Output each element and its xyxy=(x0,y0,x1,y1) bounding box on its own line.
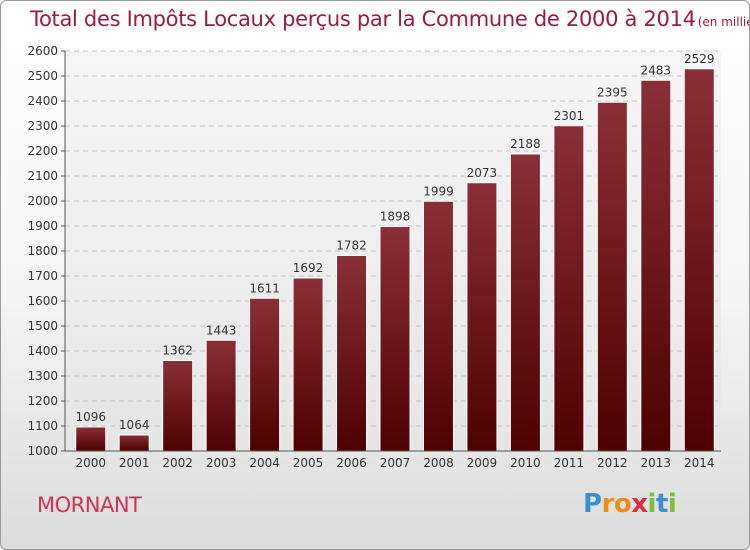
x-axis: 2000 2001 2002 2003 2004 2005 2006 2007 2008 2009… xyxy=(65,450,721,470)
place-name: MORNANT xyxy=(37,493,142,517)
bar xyxy=(205,339,237,452)
y-tick-label: 1000 xyxy=(27,444,58,458)
data-label: 1064 xyxy=(119,418,150,432)
x-tick-label: 2011 xyxy=(554,456,585,470)
bar xyxy=(249,297,281,452)
x-tick-label: 2010 xyxy=(510,456,541,470)
bar xyxy=(422,200,454,452)
data-label: 1443 xyxy=(206,323,237,337)
brand-letter: x xyxy=(631,489,648,519)
y-tick-label: 2000 xyxy=(27,194,58,208)
brand-letter: t xyxy=(655,489,668,519)
y-tick-label: 1800 xyxy=(27,244,58,258)
data-label: 1999 xyxy=(423,184,454,198)
brand-letter: i xyxy=(647,489,657,519)
data-label: 2301 xyxy=(554,109,585,123)
bar xyxy=(466,182,498,452)
data-label: 1362 xyxy=(162,344,193,358)
bar xyxy=(118,434,150,452)
y-tick-label: 1400 xyxy=(27,344,58,358)
x-tick-label: 2004 xyxy=(249,456,280,470)
bar xyxy=(292,277,324,452)
bar xyxy=(75,426,107,452)
chart-unit: (en milliers d'€) xyxy=(697,15,749,29)
y-tick-label: 2600 xyxy=(27,44,58,58)
bar xyxy=(162,360,194,452)
bar xyxy=(596,101,628,452)
x-tick-label: 2007 xyxy=(380,456,411,470)
y-tick-label: 1900 xyxy=(27,219,58,233)
bar xyxy=(553,125,585,452)
bar xyxy=(640,79,672,452)
bar xyxy=(509,153,541,452)
y-tick-label: 2100 xyxy=(27,169,58,183)
y-tick-label: 1300 xyxy=(27,369,58,383)
x-tick-label: 2003 xyxy=(206,456,237,470)
y-tick-label: 1500 xyxy=(27,319,58,333)
x-tick-label: 2001 xyxy=(119,456,150,470)
x-tick-label: 2014 xyxy=(684,456,715,470)
x-tick-label: 2008 xyxy=(423,456,454,470)
y-tick-label: 2200 xyxy=(27,144,58,158)
y-tick-label: 1200 xyxy=(27,394,58,408)
bar xyxy=(336,255,368,452)
brand-letter: r xyxy=(601,489,615,519)
data-label: 2395 xyxy=(597,85,628,99)
data-label: 1096 xyxy=(75,410,106,424)
x-tick-label: 2005 xyxy=(293,456,324,470)
chart-title: Total des Impôts Locaux perçus par la Co… xyxy=(30,7,696,31)
data-label: 1782 xyxy=(336,239,367,253)
y-tick-label: 2400 xyxy=(27,94,58,108)
data-label: 1692 xyxy=(293,261,324,275)
x-tick-label: 2012 xyxy=(597,456,628,470)
x-tick-label: 2000 xyxy=(75,456,106,470)
data-label: 2529 xyxy=(684,52,715,66)
bars: 1096 1064 1362 1443 1611 1692 1782 1898 1999 2073… xyxy=(75,52,715,452)
y-tick-label: 2500 xyxy=(27,69,58,83)
x-tick-label: 2009 xyxy=(467,456,498,470)
bar xyxy=(683,68,715,452)
y-tick-label: 1700 xyxy=(27,269,58,283)
data-label: 1611 xyxy=(249,281,280,295)
y-axis: 1000 1100 1200 1300 1400 1500 1600 1700 1800 1900… xyxy=(27,44,66,458)
brand-letter: P xyxy=(583,489,602,519)
brand-letter: o xyxy=(613,489,632,519)
brand-logo: Proxiti xyxy=(583,489,677,519)
data-label: 2073 xyxy=(467,166,498,180)
x-tick-label: 2013 xyxy=(641,456,672,470)
title-row: Total des Impôts Locaux perçus par la Co… xyxy=(30,7,749,31)
brand-letter: i xyxy=(667,489,677,519)
y-tick-label: 1100 xyxy=(27,419,58,433)
data-label: 1898 xyxy=(380,210,411,224)
bar xyxy=(379,226,411,452)
data-label: 2483 xyxy=(641,63,672,77)
y-tick-label: 1600 xyxy=(27,294,58,308)
x-tick-label: 2006 xyxy=(336,456,367,470)
data-label: 2188 xyxy=(510,137,541,151)
x-tick-label: 2002 xyxy=(162,456,193,470)
y-tick-label: 2300 xyxy=(27,119,58,133)
